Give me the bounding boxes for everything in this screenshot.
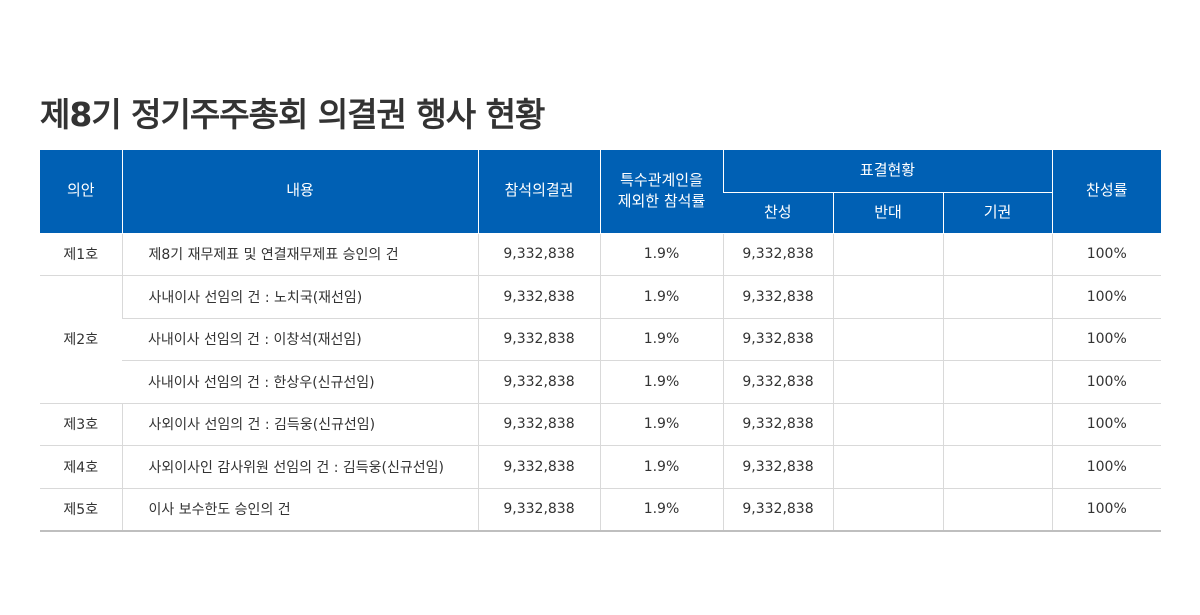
ratio-cell: 1.9% xyxy=(599,403,723,446)
table-header: 의안 내용 참석의결권 특수관계인을 제외한 참석률 표결현황 찬성률 찬성 반… xyxy=(40,150,1161,234)
header-attended-votes: 참석의결권 xyxy=(477,150,600,234)
rate-cell: 100% xyxy=(1051,360,1161,404)
table-row: 제5호 이사 보수한도 승인의 건 9,332,838 1.9% 9,332,8… xyxy=(40,488,1161,532)
oppose-cell xyxy=(832,233,943,276)
content-cell: 사내이사 선임의 건 : 이창석(재선임) xyxy=(122,318,478,361)
header-agenda: 의안 xyxy=(40,150,122,234)
agenda-cell: 제3호 xyxy=(40,403,122,446)
table-row: 사내이사 선임의 건 : 한상우(신규선임) 9,332,838 1.9% 9,… xyxy=(40,360,1161,404)
abstain-cell xyxy=(942,403,1052,446)
ratio-cell: 1.9% xyxy=(599,360,723,404)
header-approval-rate: 찬성률 xyxy=(1051,150,1161,234)
rate-cell: 100% xyxy=(1051,318,1161,361)
header-ratio-line2: 제외한 참석률 xyxy=(617,192,706,211)
content-cell: 사외이사 선임의 건 : 김득웅(신규선임) xyxy=(121,403,478,446)
oppose-cell xyxy=(832,360,943,404)
agenda-cell: 제5호 xyxy=(40,488,122,532)
ratio-cell: 1.9% xyxy=(599,318,723,361)
header-abstain: 기권 xyxy=(942,192,1052,234)
approve-cell: 9,332,838 xyxy=(722,445,833,489)
ratio-cell: 1.9% xyxy=(599,445,723,489)
approve-cell: 9,332,838 xyxy=(722,275,833,319)
table-row: 제1호 제8기 재무제표 및 연결재무제표 승인의 건 9,332,838 1.… xyxy=(40,233,1161,276)
approve-cell: 9,332,838 xyxy=(722,233,833,276)
abstain-cell xyxy=(942,275,1052,319)
content-cell: 사외이사인 감사위원 선임의 건 : 김득웅(신규선임) xyxy=(121,445,478,489)
ratio-cell: 1.9% xyxy=(599,233,723,276)
rate-cell: 100% xyxy=(1051,275,1161,319)
abstain-cell xyxy=(942,488,1052,532)
content-cell: 사내이사 선임의 건 : 노치국(재선임) xyxy=(121,275,478,319)
oppose-cell xyxy=(832,318,943,361)
attended-cell: 9,332,838 xyxy=(477,445,600,489)
attended-cell: 9,332,838 xyxy=(477,360,600,404)
table-row: 사내이사 선임의 건 : 이창석(재선임) 9,332,838 1.9% 9,3… xyxy=(40,318,1161,361)
agenda-cell: 제4호 xyxy=(40,445,122,489)
oppose-cell xyxy=(832,445,943,489)
agenda-cell: 제2호 xyxy=(40,275,122,404)
abstain-cell xyxy=(942,318,1052,361)
rate-cell: 100% xyxy=(1051,403,1161,446)
table-row: 제3호 사외이사 선임의 건 : 김득웅(신규선임) 9,332,838 1.9… xyxy=(40,403,1161,446)
voting-results-table: 의안 내용 참석의결권 특수관계인을 제외한 참석률 표결현황 찬성률 찬성 반… xyxy=(40,150,1161,532)
header-approve: 찬성 xyxy=(723,192,833,234)
header-content: 내용 xyxy=(121,150,478,234)
approve-cell: 9,332,838 xyxy=(722,318,833,361)
content-cell: 이사 보수한도 승인의 건 xyxy=(121,488,478,532)
oppose-cell xyxy=(832,275,943,319)
approve-cell: 9,332,838 xyxy=(722,488,833,532)
content-cell: 사내이사 선임의 건 : 한상우(신규선임) xyxy=(122,360,478,404)
approve-cell: 9,332,838 xyxy=(722,403,833,446)
abstain-cell xyxy=(942,233,1052,276)
ratio-cell: 1.9% xyxy=(599,275,723,319)
header-vote-status: 표결현황 xyxy=(722,150,1052,193)
table-row: 제2호 사내이사 선임의 건 : 노치국(재선임) 9,332,838 1.9%… xyxy=(40,275,1161,404)
table-row: 제4호 사외이사인 감사위원 선임의 건 : 김득웅(신규선임) 9,332,8… xyxy=(40,445,1161,489)
table-body: 제1호 제8기 재무제표 및 연결재무제표 승인의 건 9,332,838 1.… xyxy=(40,233,1161,532)
header-oppose: 반대 xyxy=(832,192,943,234)
ratio-cell: 1.9% xyxy=(599,488,723,532)
attended-cell: 9,332,838 xyxy=(477,488,600,532)
rate-cell: 100% xyxy=(1051,233,1161,276)
oppose-cell xyxy=(832,403,943,446)
attended-cell: 9,332,838 xyxy=(477,403,600,446)
header-attendance-ratio: 특수관계인을 제외한 참석률 xyxy=(599,150,723,234)
approve-cell: 9,332,838 xyxy=(722,360,833,404)
abstain-cell xyxy=(942,360,1052,404)
page-title: 제8기 정기주주총회 의결권 행사 현황 xyxy=(40,95,545,134)
rate-cell: 100% xyxy=(1051,488,1161,532)
oppose-cell xyxy=(832,488,943,532)
attended-cell: 9,332,838 xyxy=(477,275,600,319)
attended-cell: 9,332,838 xyxy=(477,318,600,361)
header-ratio-line1: 특수관계인을 xyxy=(620,170,703,189)
content-cell: 제8기 재무제표 및 연결재무제표 승인의 건 xyxy=(121,233,478,276)
attended-cell: 9,332,838 xyxy=(477,233,600,276)
abstain-cell xyxy=(942,445,1052,489)
rate-cell: 100% xyxy=(1051,445,1161,489)
agenda-cell: 제1호 xyxy=(40,233,122,276)
